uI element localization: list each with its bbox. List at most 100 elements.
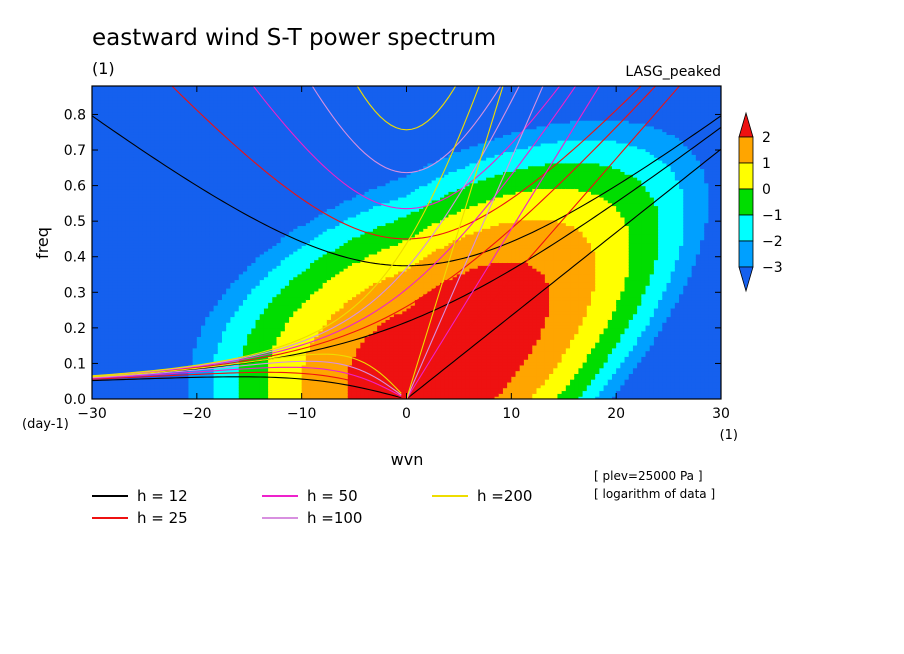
power-cell <box>255 171 261 175</box>
power-cell <box>125 222 131 227</box>
power-cell <box>234 179 240 184</box>
power-cell <box>234 279 240 283</box>
power-cell <box>276 285 282 289</box>
power-cell <box>205 122 211 127</box>
power-cell <box>138 191 143 195</box>
power-cell <box>180 333 185 337</box>
power-cell <box>112 182 118 187</box>
power-cell <box>213 91 219 96</box>
power-cell <box>167 245 173 249</box>
power-cell <box>184 140 190 144</box>
power-cell <box>108 288 114 292</box>
power-cell <box>159 148 164 153</box>
power-cell <box>154 285 160 289</box>
power-cell <box>268 381 273 386</box>
power-cell <box>117 299 122 303</box>
power-cell <box>159 270 164 275</box>
power-cell <box>184 159 190 164</box>
power-cell <box>263 265 269 269</box>
power-cell <box>112 242 118 246</box>
power-cell <box>263 310 269 315</box>
power-cell <box>230 373 236 377</box>
power-cell <box>92 162 97 167</box>
power-cell <box>238 381 244 386</box>
power-cell <box>142 256 148 261</box>
power-cell <box>263 159 269 164</box>
power-cell <box>238 279 244 283</box>
power-cell <box>213 367 219 372</box>
power-cell <box>171 290 177 295</box>
power-cell <box>167 327 173 332</box>
power-cell <box>188 211 194 215</box>
power-cell <box>280 322 286 326</box>
power-cell <box>180 310 185 315</box>
power-cell <box>205 299 211 303</box>
power-cell <box>247 100 252 104</box>
power-cell <box>251 131 257 135</box>
power-cell <box>201 279 206 283</box>
power-cell <box>221 131 227 135</box>
power-cell <box>255 344 261 349</box>
power-cell <box>154 171 160 175</box>
power-cell <box>138 91 143 96</box>
power-cell <box>242 251 248 255</box>
power-cell <box>112 268 118 272</box>
power-cell <box>192 325 198 329</box>
power-cell <box>209 148 215 153</box>
power-cell <box>213 111 219 116</box>
power-cell <box>276 117 282 121</box>
power-cell <box>251 293 257 298</box>
power-cell <box>142 248 148 252</box>
power-cell <box>180 359 185 363</box>
power-cell <box>242 273 248 278</box>
power-cell <box>180 214 185 218</box>
power-cell <box>209 268 215 272</box>
power-cell <box>159 140 164 144</box>
power-cell <box>209 154 215 158</box>
power-cell <box>205 134 211 138</box>
power-cell <box>171 342 177 346</box>
power-cell <box>230 111 236 116</box>
power-cell <box>251 270 257 275</box>
power-cell <box>92 114 97 118</box>
power-cell <box>138 122 143 127</box>
power-cell <box>242 262 248 266</box>
power-cell <box>217 336 223 340</box>
power-cell <box>96 140 101 144</box>
power-cell <box>230 194 236 198</box>
power-cell <box>259 330 265 335</box>
power-cell <box>163 325 169 329</box>
power-cell <box>112 128 118 133</box>
power-cell <box>171 316 177 320</box>
power-cell <box>133 393 139 397</box>
power-cell <box>133 282 139 286</box>
power-cell <box>121 214 127 218</box>
power-cell <box>259 316 265 320</box>
power-cell <box>234 97 240 101</box>
power-cell <box>100 387 106 392</box>
power-cell <box>167 179 173 184</box>
power-cell <box>117 248 122 252</box>
power-cell <box>230 265 236 269</box>
power-cell <box>205 239 211 244</box>
power-cell <box>117 137 122 141</box>
power-cell <box>171 97 177 101</box>
power-cell <box>133 114 139 118</box>
power-cell <box>255 239 261 244</box>
power-cell <box>272 293 278 298</box>
power-cell <box>268 97 273 101</box>
power-cell <box>247 228 252 232</box>
power-cell <box>138 111 143 116</box>
power-cell <box>108 94 114 98</box>
power-cell <box>263 339 269 343</box>
power-cell <box>163 128 169 133</box>
power-cell <box>221 108 227 113</box>
power-cell <box>180 305 185 309</box>
power-cell <box>146 393 152 397</box>
power-cell <box>259 305 265 309</box>
power-cell <box>272 248 278 252</box>
power-cell <box>121 313 127 318</box>
power-cell <box>163 350 169 355</box>
power-cell <box>213 288 219 292</box>
power-cell <box>175 325 181 329</box>
